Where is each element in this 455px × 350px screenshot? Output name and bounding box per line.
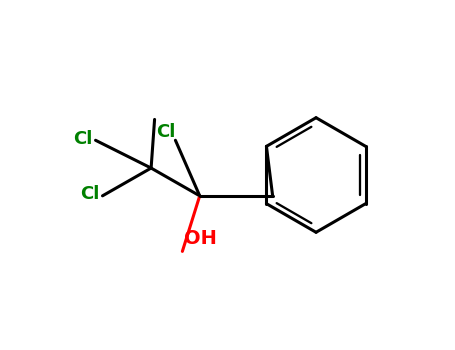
Text: Cl: Cl <box>80 185 99 203</box>
Text: OH: OH <box>184 229 217 248</box>
Text: Cl: Cl <box>73 130 92 148</box>
Text: Cl: Cl <box>157 123 176 141</box>
